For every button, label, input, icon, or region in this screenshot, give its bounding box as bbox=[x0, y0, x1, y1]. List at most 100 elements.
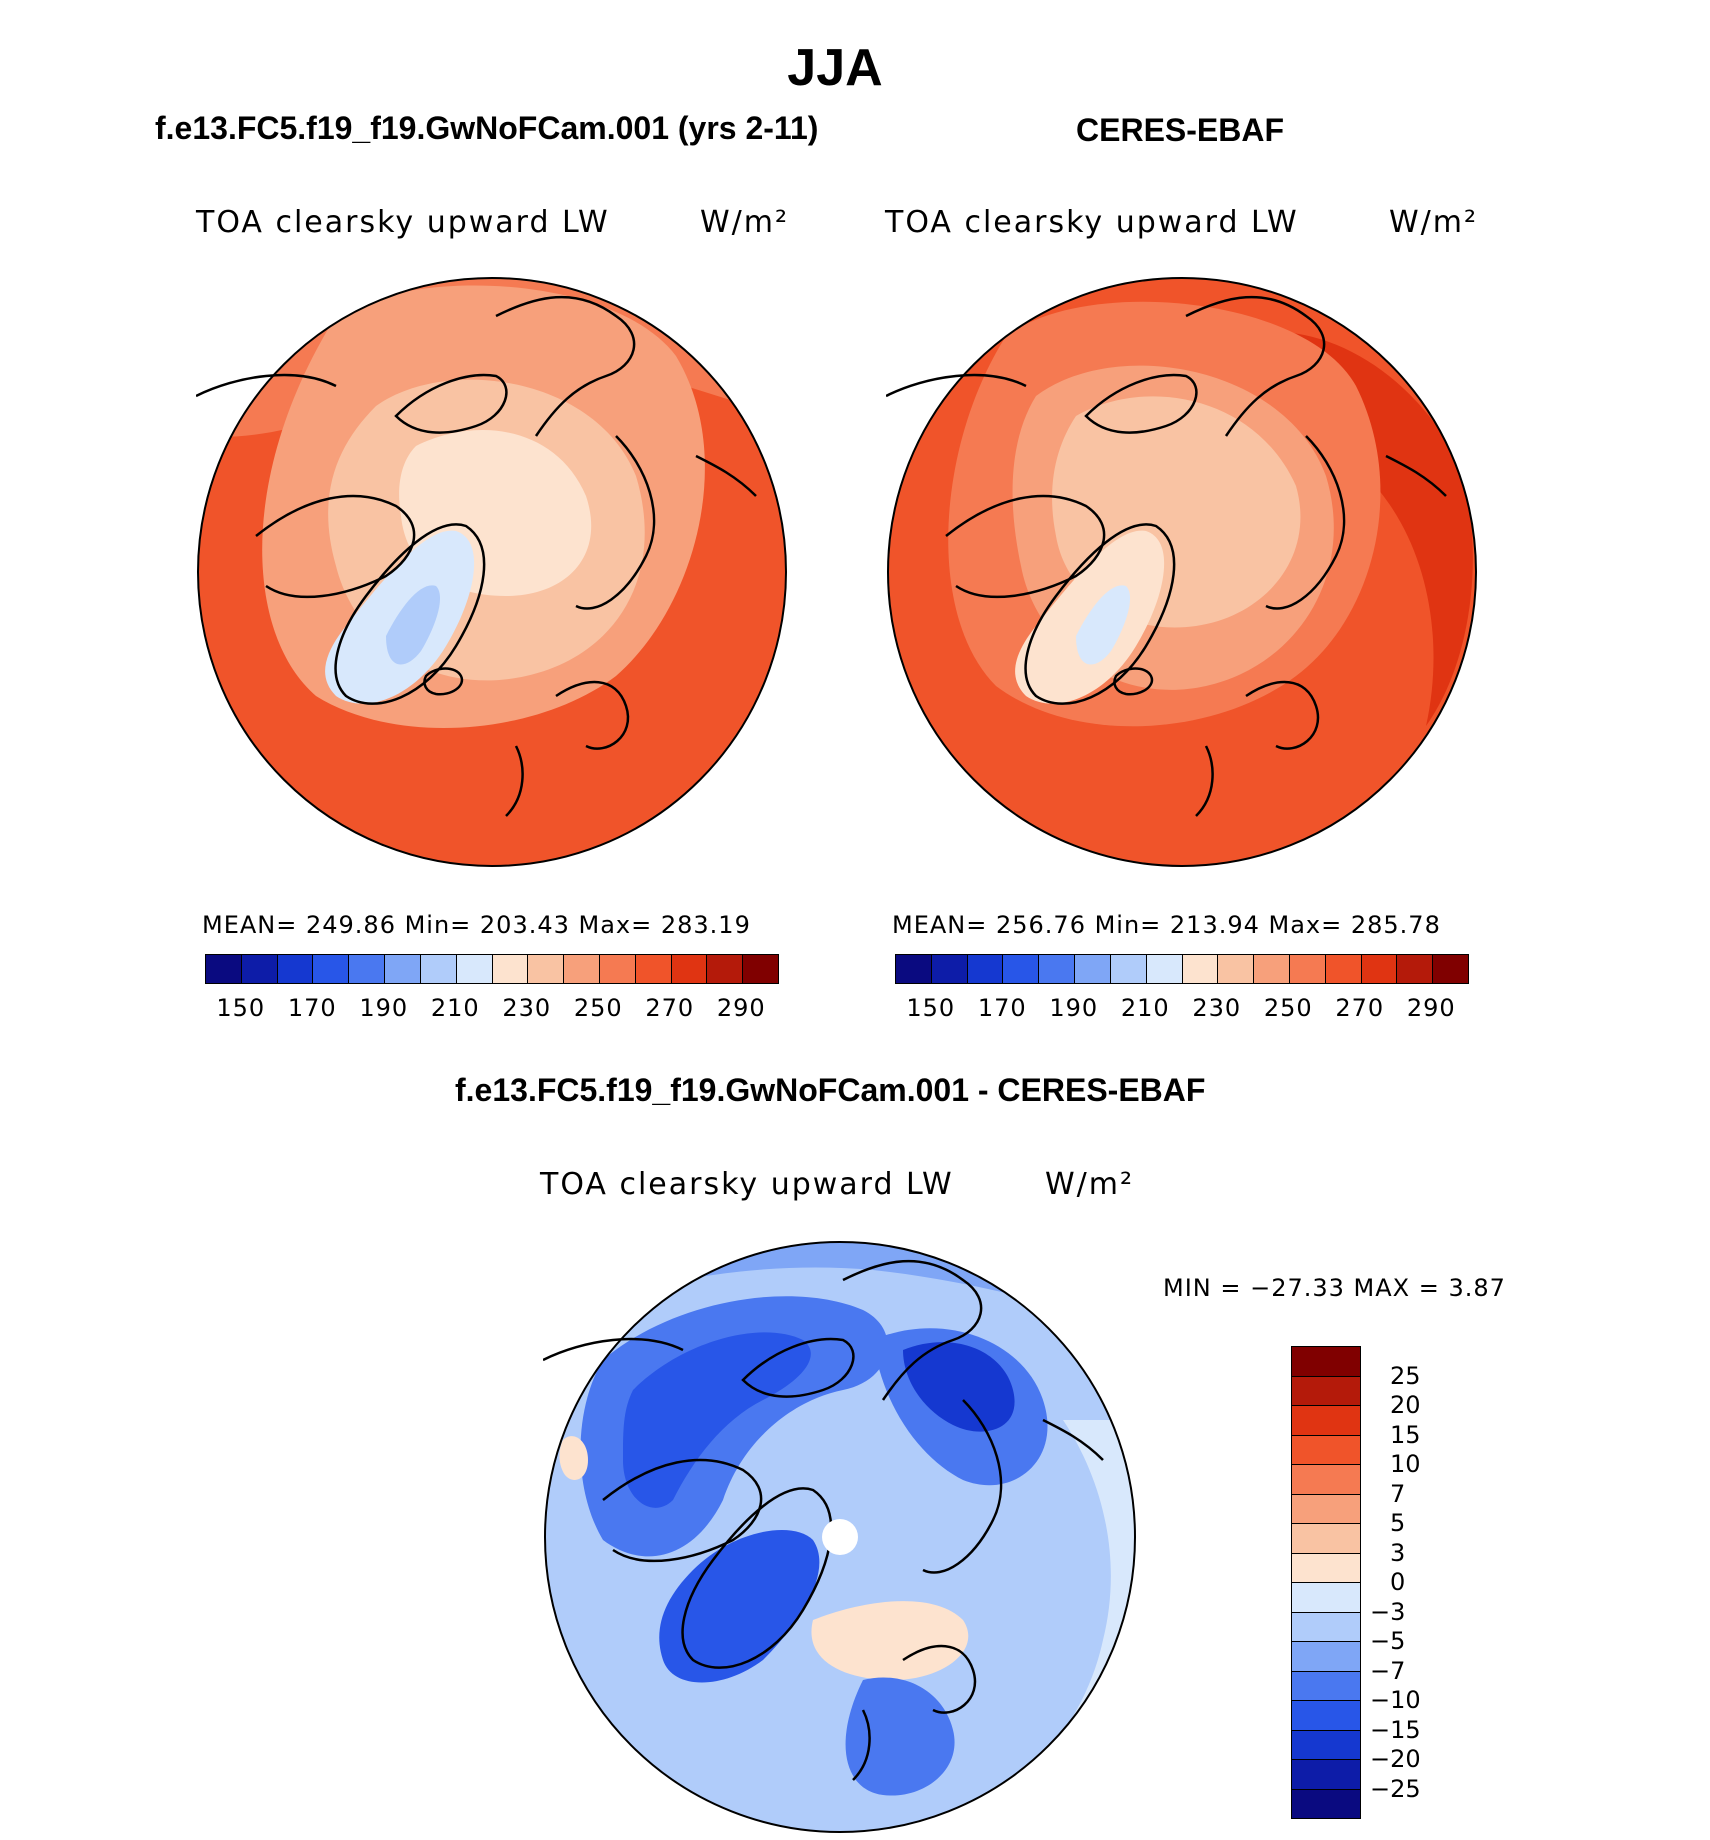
model-polar-map bbox=[196, 277, 787, 867]
colorbar-swatch bbox=[1110, 955, 1147, 983]
colorbar-swatch bbox=[1292, 1553, 1360, 1583]
colorbar-tick-label: 3 bbox=[1390, 1538, 1406, 1567]
colorbar-tick-label: −20 bbox=[1370, 1745, 1421, 1773]
obs-units-label: W/m² bbox=[1389, 205, 1479, 240]
colorbar-swatch bbox=[1075, 955, 1111, 983]
colorbar-swatch bbox=[1003, 955, 1040, 983]
colorbar-tick-label: 210 bbox=[1120, 994, 1170, 1022]
colorbar-swatch bbox=[1292, 1701, 1360, 1731]
colorbar-swatch bbox=[671, 955, 708, 983]
obs-colorbar-ticks: 150 170 190 210 230 250 270 290 bbox=[895, 994, 1467, 1024]
colorbar-swatch bbox=[206, 955, 242, 983]
colorbar-tick-label: 150 bbox=[216, 994, 266, 1022]
colorbar-tick-label: 230 bbox=[502, 994, 552, 1022]
colorbar-swatch bbox=[599, 955, 636, 983]
colorbar-swatch bbox=[1292, 1406, 1360, 1436]
obs-colorbar bbox=[895, 954, 1469, 984]
colorbar-swatch bbox=[967, 955, 1004, 983]
diff-variable-label: TOA clearsky upward LW bbox=[540, 1167, 954, 1202]
colorbar-tick-label: 170 bbox=[977, 994, 1027, 1022]
colorbar-swatch bbox=[241, 955, 278, 983]
diff-colorbar-ticks: 25 20 15 10 7 5 3 0 −3 −5 −7 −10 −15 −20 −25 bbox=[1370, 1346, 1470, 1806]
colorbar-swatch bbox=[1254, 955, 1290, 983]
colorbar-swatch bbox=[1292, 1435, 1360, 1465]
colorbar-tick-label: 5 bbox=[1390, 1509, 1406, 1537]
colorbar-tick-label: −10 bbox=[1370, 1686, 1421, 1714]
colorbar-tick-label: 25 bbox=[1390, 1361, 1421, 1390]
model-colorbar bbox=[205, 954, 779, 984]
colorbar-swatch bbox=[1292, 1642, 1360, 1672]
colorbar-swatch bbox=[1292, 1465, 1360, 1495]
colorbar-tick-label: 250 bbox=[1263, 994, 1313, 1022]
colorbar-tick-label: −7 bbox=[1370, 1656, 1406, 1685]
colorbar-tick-label: 270 bbox=[645, 994, 695, 1022]
colorbar-tick-label: 270 bbox=[1335, 994, 1385, 1022]
colorbar-swatch bbox=[1289, 955, 1326, 983]
colorbar-swatch bbox=[456, 955, 493, 983]
colorbar-swatch bbox=[492, 955, 529, 983]
colorbar-swatch bbox=[1292, 1347, 1360, 1377]
diff-units-label: W/m² bbox=[1045, 1167, 1135, 1202]
colorbar-swatch bbox=[1292, 1760, 1360, 1790]
colorbar-swatch bbox=[420, 955, 457, 983]
colorbar-tick-label: 210 bbox=[430, 994, 480, 1022]
colorbar-swatch bbox=[1218, 955, 1255, 983]
colorbar-swatch bbox=[1292, 1583, 1360, 1613]
colorbar-swatch bbox=[1292, 1671, 1360, 1701]
colorbar-swatch bbox=[1433, 955, 1468, 983]
colorbar-tick-label: 7 bbox=[1390, 1479, 1406, 1508]
colorbar-swatch bbox=[313, 955, 350, 983]
colorbar-swatch bbox=[931, 955, 968, 983]
colorbar-swatch bbox=[277, 955, 314, 983]
colorbar-swatch bbox=[1292, 1524, 1360, 1554]
diff-polar-map bbox=[543, 1241, 1136, 1833]
obs-panel-title: CERES-EBAF bbox=[1076, 112, 1285, 148]
colorbar-tick-label: 20 bbox=[1390, 1391, 1421, 1419]
season-title: JJA bbox=[787, 39, 883, 97]
colorbar-swatch bbox=[528, 955, 565, 983]
colorbar-swatch bbox=[1397, 955, 1434, 983]
colorbar-swatch bbox=[1292, 1730, 1360, 1760]
obs-variable-label: TOA clearsky upward LW bbox=[885, 205, 1299, 240]
colorbar-tick-label: −25 bbox=[1370, 1774, 1421, 1803]
colorbar-swatch bbox=[564, 955, 600, 983]
colorbar-tick-label: 15 bbox=[1390, 1420, 1421, 1449]
model-panel-title: f.e13.FC5.f19_f19.GwNoFCam.001 (yrs 2-11… bbox=[155, 110, 819, 146]
colorbar-swatch bbox=[743, 955, 778, 983]
model-variable-label: TOA clearsky upward LW bbox=[196, 205, 610, 240]
diff-stats: MIN = −27.33 MAX = 3.87 bbox=[1163, 1274, 1506, 1302]
colorbar-tick-label: 230 bbox=[1192, 994, 1242, 1022]
diff-colorbar bbox=[1291, 1346, 1361, 1819]
colorbar-swatch bbox=[1292, 1789, 1360, 1818]
colorbar-swatch bbox=[1039, 955, 1076, 983]
model-colorbar-ticks: 150 170 190 210 230 250 270 290 bbox=[205, 994, 777, 1024]
obs-stats: MEAN= 256.76 Min= 213.94 Max= 285.78 bbox=[892, 911, 1441, 939]
colorbar-swatch bbox=[635, 955, 672, 983]
colorbar-tick-label: −3 bbox=[1370, 1597, 1406, 1626]
colorbar-swatch bbox=[1292, 1494, 1360, 1524]
colorbar-tick-label: 190 bbox=[1049, 994, 1099, 1022]
colorbar-tick-label: 290 bbox=[1406, 994, 1456, 1022]
colorbar-tick-label: −5 bbox=[1370, 1627, 1406, 1655]
model-units-label: W/m² bbox=[700, 205, 790, 240]
colorbar-swatch bbox=[385, 955, 421, 983]
colorbar-swatch bbox=[707, 955, 744, 983]
obs-polar-map bbox=[886, 277, 1477, 867]
diff-panel-title: f.e13.FC5.f19_f19.GwNoFCam.001 - CERES-E… bbox=[455, 1072, 1206, 1108]
colorbar-swatch bbox=[349, 955, 386, 983]
colorbar-swatch bbox=[1182, 955, 1219, 983]
colorbar-tick-label: 250 bbox=[573, 994, 623, 1022]
colorbar-swatch bbox=[1325, 955, 1362, 983]
colorbar-tick-label: 170 bbox=[287, 994, 337, 1022]
colorbar-swatch bbox=[1292, 1376, 1360, 1406]
colorbar-tick-label: 10 bbox=[1390, 1450, 1421, 1478]
colorbar-tick-label: 290 bbox=[716, 994, 766, 1022]
colorbar-swatch bbox=[896, 955, 932, 983]
model-stats: MEAN= 249.86 Min= 203.43 Max= 283.19 bbox=[202, 911, 751, 939]
colorbar-tick-label: −15 bbox=[1370, 1715, 1421, 1744]
colorbar-swatch bbox=[1361, 955, 1398, 983]
colorbar-swatch bbox=[1292, 1612, 1360, 1642]
colorbar-tick-label: 150 bbox=[906, 994, 956, 1022]
colorbar-tick-label: 0 bbox=[1390, 1568, 1406, 1596]
colorbar-tick-label: 190 bbox=[359, 994, 409, 1022]
